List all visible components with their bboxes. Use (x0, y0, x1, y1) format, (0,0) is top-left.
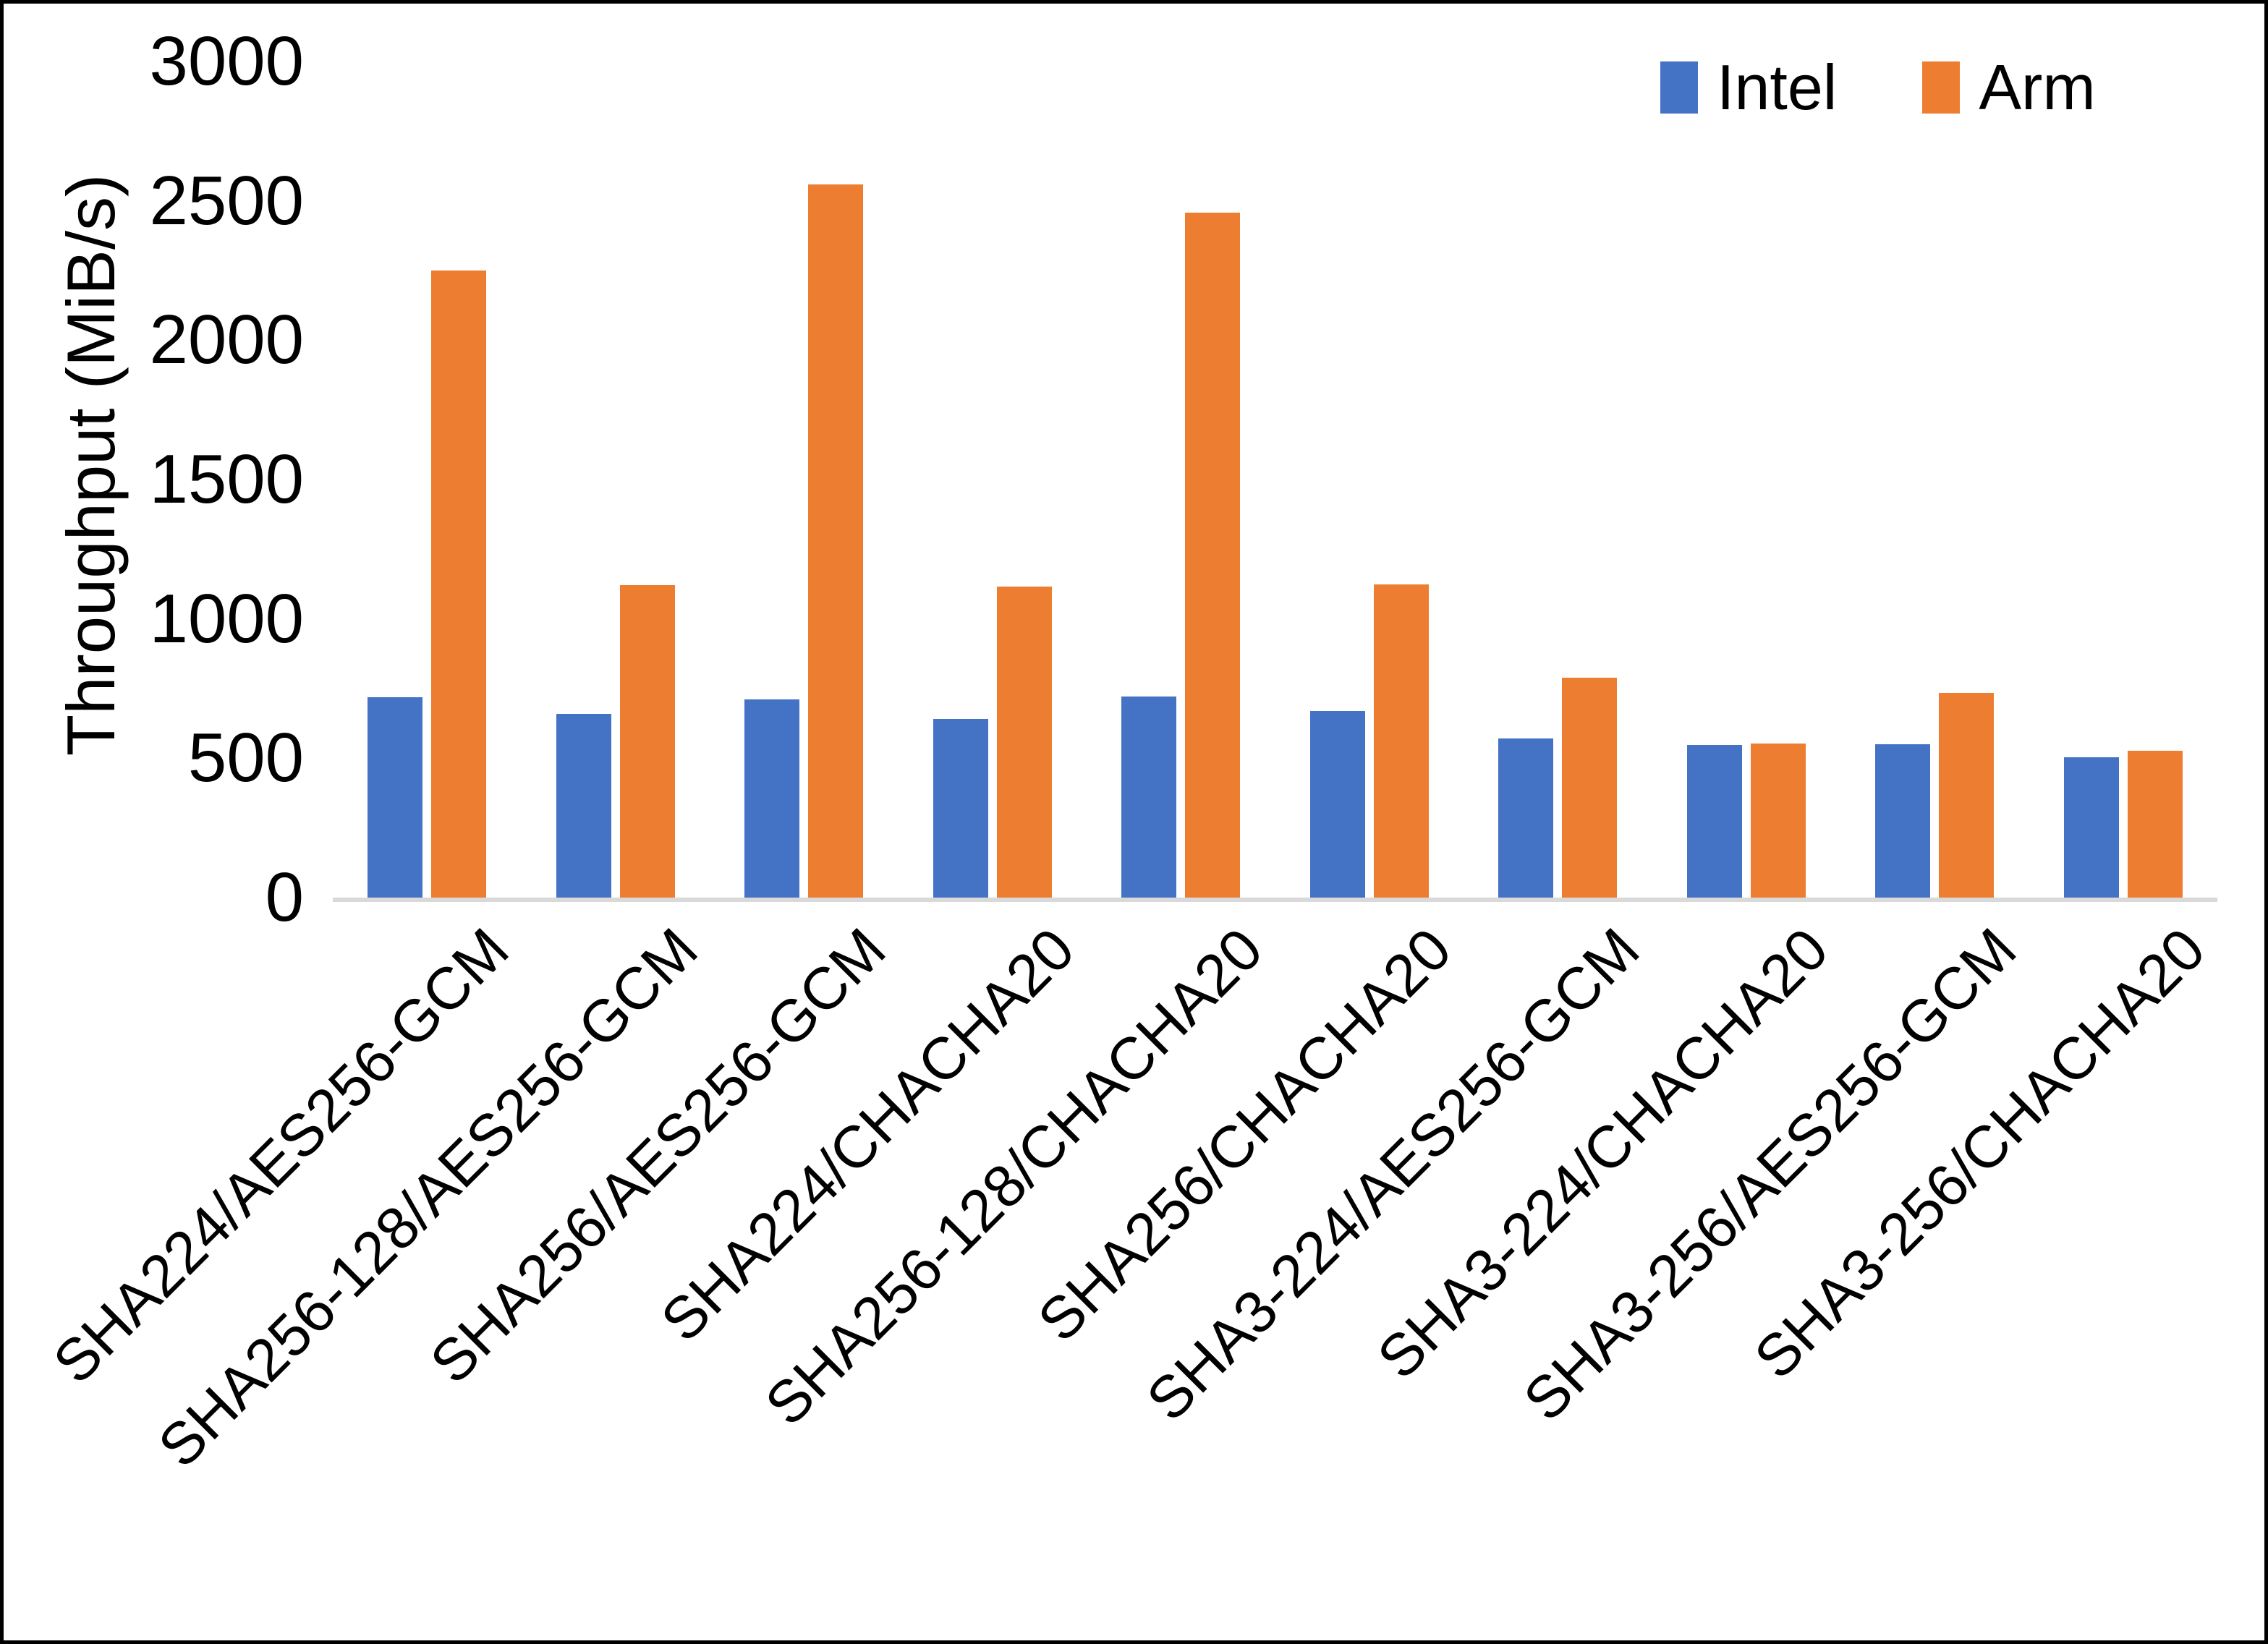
bar-arm[interactable] (1939, 693, 1995, 898)
bar-group (1840, 61, 2029, 898)
bar-intel[interactable] (1309, 711, 1365, 898)
bar-arm[interactable] (1562, 677, 1618, 898)
bar-arm[interactable] (1373, 584, 1429, 898)
bar-group (1652, 61, 1841, 898)
legend-label-intel: Intel (1717, 51, 1838, 123)
bar-arm[interactable] (1750, 743, 1806, 898)
bar-intel[interactable] (1686, 744, 1742, 898)
bar-intel[interactable] (933, 719, 988, 898)
bar-intel[interactable] (368, 697, 423, 898)
bar-arm[interactable] (431, 271, 487, 898)
bar-group (899, 61, 1087, 898)
y-tick-label: 1000 (149, 579, 304, 657)
y-tick-label: 1500 (149, 440, 304, 518)
x-axis-baseline (333, 898, 2217, 902)
bar-intel[interactable] (1121, 697, 1177, 898)
bar-group (710, 61, 899, 898)
bar-group (1464, 61, 1652, 898)
bar-intel[interactable] (1498, 738, 1554, 898)
bar-arm[interactable] (2127, 750, 2183, 898)
bar-arm[interactable] (808, 184, 864, 898)
bar-group (1087, 61, 1275, 898)
y-tick-label: 500 (187, 719, 304, 797)
bar-intel[interactable] (1875, 744, 1931, 898)
bar-arm[interactable] (1185, 213, 1241, 898)
y-axis-tick-labels: 3000 2500 2000 1500 1000 500 0 (72, 4, 304, 932)
bar-group (1275, 61, 1464, 898)
bar-arm[interactable] (996, 586, 1052, 898)
y-tick-label: 3000 (149, 22, 304, 100)
y-tick-label: 0 (265, 859, 304, 936)
legend-swatch-intel (1660, 61, 1698, 114)
bar-arm[interactable] (619, 585, 675, 898)
bar-group (522, 61, 710, 898)
legend-item-arm[interactable]: Arm (1922, 51, 2096, 123)
plot-area (333, 61, 2218, 902)
bar-group (2029, 61, 2218, 898)
bar-intel[interactable] (2063, 757, 2119, 898)
chart-legend: Intel Arm (1660, 56, 2096, 119)
x-axis-tick-labels: SHA224/AES256-GCM SHA256-128/AES256-GCM SH… (4, 904, 2268, 1627)
legend-swatch-arm (1922, 61, 1961, 114)
y-tick-label: 2000 (149, 301, 304, 379)
legend-label-arm: Arm (1979, 51, 2096, 123)
bar-intel[interactable] (556, 714, 611, 898)
legend-item-intel[interactable]: Intel (1660, 56, 1837, 119)
bar-group (333, 61, 522, 898)
y-tick-label: 2500 (149, 161, 304, 239)
bar-intel[interactable] (744, 699, 800, 898)
